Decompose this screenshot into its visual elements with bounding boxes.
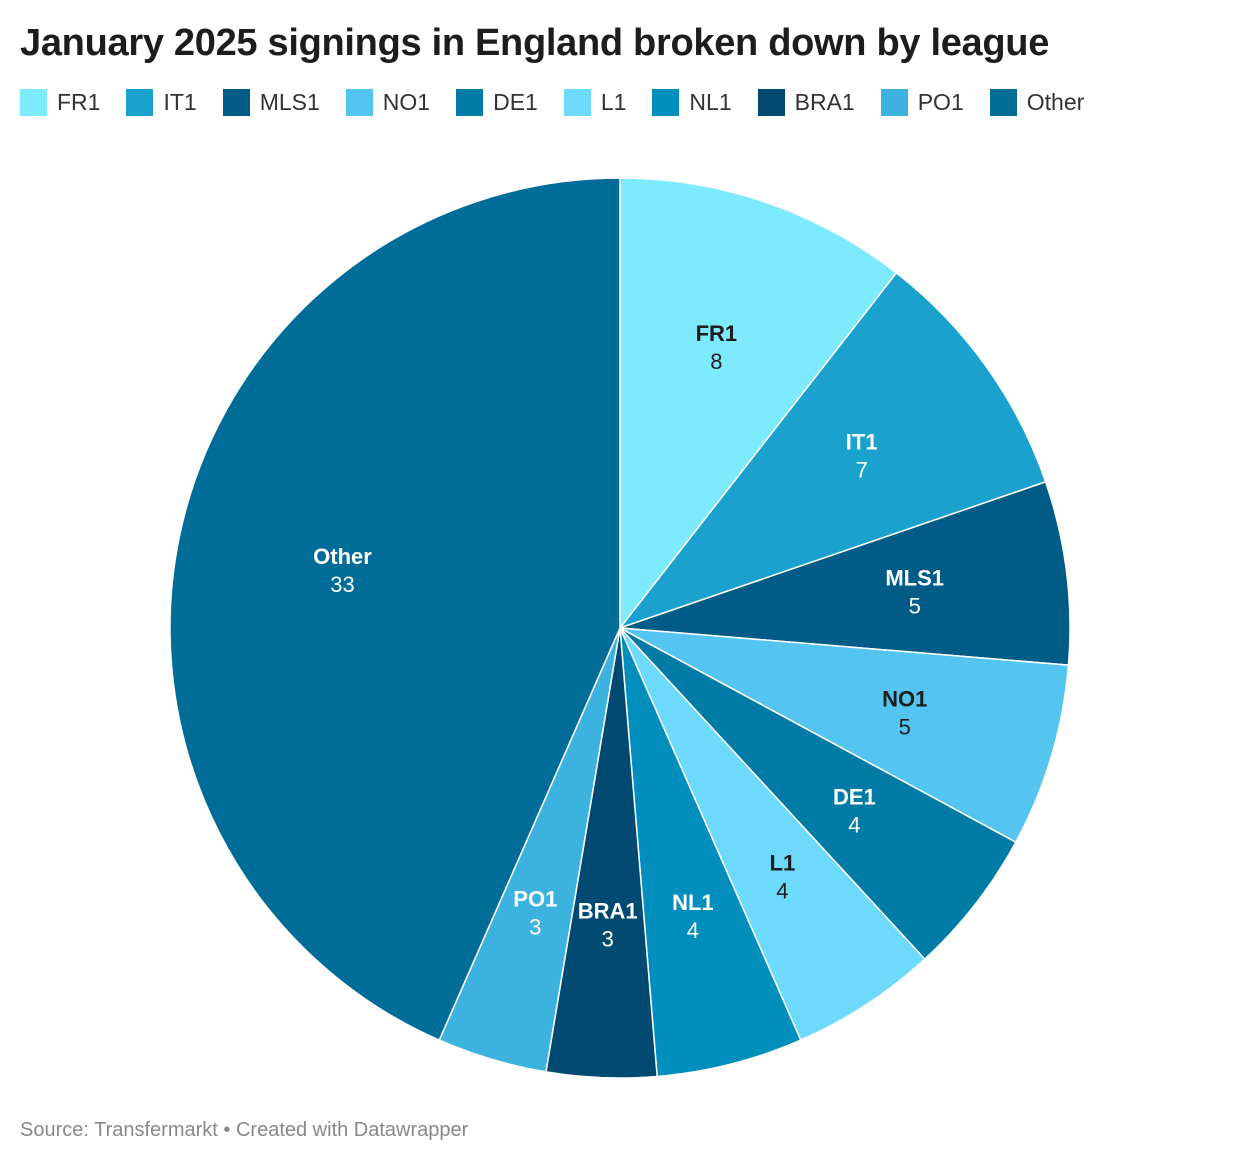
legend-item-l1: L1 (563, 89, 627, 116)
legend-label: Other (1026, 89, 1085, 115)
slice-value-fr1: 8 (710, 349, 722, 374)
credit-text: Created with Datawrapper (235, 1119, 469, 1141)
legend-item-no1: NO1 (345, 89, 431, 116)
legend-item-nl1: NL1 (652, 89, 732, 116)
slice-value-de1: 4 (848, 812, 860, 837)
slice-label-bra1: BRA1 (578, 899, 638, 924)
slice-label-it1: IT1 (846, 429, 878, 454)
pie-slice-de1 (619, 627, 1017, 960)
legend-swatch (563, 89, 591, 116)
legend-swatch (757, 89, 785, 116)
legend-swatch (652, 89, 680, 116)
legend-label: DE1 (493, 89, 538, 115)
slice-value-l1: 4 (776, 879, 788, 904)
legend-label: BRA1 (794, 89, 855, 115)
slice-label-l1: L1 (770, 851, 796, 876)
legend-label: FR1 (57, 89, 101, 115)
slice-label-de1: DE1 (833, 784, 876, 809)
legend-swatch (880, 89, 908, 116)
slice-label-other: Other (313, 544, 372, 569)
footer: Source: Transfermarkt • Created with Dat… (20, 1119, 468, 1142)
slice-label-fr1: FR1 (696, 321, 738, 346)
slice-label-po1: PO1 (513, 887, 557, 912)
legend-label: IT1 (163, 89, 197, 115)
slice-value-nl1: 4 (687, 918, 699, 943)
pie-slice-no1 (619, 627, 1070, 843)
pie-slice-l1 (619, 627, 926, 1041)
legend-swatch (989, 89, 1017, 116)
legend-item-bra1: BRA1 (757, 89, 855, 116)
pie-slice-mls1 (619, 481, 1071, 666)
legend-item-it1: IT1 (126, 89, 197, 116)
pie-slice-other (169, 177, 621, 1041)
legend-swatch (222, 89, 250, 116)
source-text: Source: Transfermarkt (20, 1119, 218, 1141)
legend-swatch (456, 89, 484, 116)
slice-value-mls1: 5 (909, 593, 921, 618)
legend-swatch (126, 89, 154, 116)
legend-item-po1: PO1 (880, 89, 964, 116)
legend-item-mls1: MLS1 (222, 89, 320, 116)
chart-title: January 2025 signings in England broken … (20, 22, 1050, 64)
slice-value-it1: 7 (856, 457, 868, 482)
legend-item-fr1: FR1 (20, 89, 100, 116)
slice-label-mls1: MLS1 (885, 565, 944, 590)
legend-label: L1 (600, 89, 627, 115)
legend-label: MLS1 (259, 89, 320, 115)
legend-swatch (345, 89, 373, 116)
legend: FR1 IT1 MLS1 NO1 DE1 L1 NL1 BRA1 PO1 Other (20, 89, 1110, 116)
slice-value-bra1: 3 (602, 927, 614, 952)
legend-swatch (20, 89, 47, 116)
pie-slice-nl1 (619, 627, 802, 1078)
slice-label-nl1: NL1 (672, 890, 714, 915)
legend-label: NO1 (382, 89, 431, 115)
legend-item-de1: DE1 (456, 89, 538, 116)
legend-item-other: Other (989, 89, 1085, 116)
slice-value-other: 33 (330, 572, 354, 597)
slice-value-no1: 5 (899, 715, 911, 740)
slice-label-no1: NO1 (882, 687, 927, 712)
pie-slice-it1 (619, 272, 1047, 629)
slice-value-po1: 3 (529, 915, 541, 940)
footer-separator: • (217, 1119, 236, 1141)
legend-label: NL1 (689, 89, 732, 115)
pie-slice-fr1 (619, 177, 898, 629)
legend-label: PO1 (917, 89, 964, 115)
